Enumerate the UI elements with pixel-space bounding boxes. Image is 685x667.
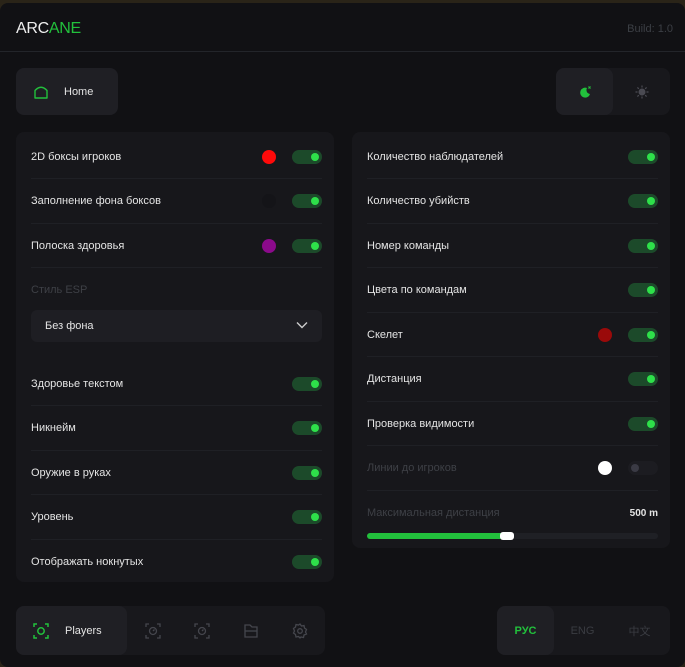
sun-icon (635, 85, 648, 98)
slider-fill (367, 533, 507, 539)
toggle-switch[interactable] (292, 194, 322, 208)
chevron-down-icon (296, 320, 308, 332)
toggle-switch[interactable] (628, 461, 658, 475)
setting-label: Полоска здоровья (31, 239, 125, 252)
gear-icon (292, 622, 308, 639)
setting-row: Полоска здоровья (31, 224, 322, 268)
language-option[interactable]: 中文 (628, 625, 651, 638)
scan-target-icon (193, 622, 210, 639)
toggle-switch[interactable] (628, 238, 658, 253)
toggle-switch[interactable] (628, 372, 658, 386)
max-distance-label: Максимальная дистанция (367, 507, 500, 519)
setting-label: Номер команды (367, 239, 450, 252)
color-picker[interactable] (262, 149, 276, 164)
setting-label: Цвета по командам (367, 284, 467, 296)
toggle-switch[interactable] (292, 510, 322, 524)
toggle-switch[interactable] (628, 283, 658, 297)
player-scan-icon (33, 622, 49, 639)
slider-handle[interactable] (499, 532, 514, 540)
dark-theme-button[interactable] (556, 68, 613, 115)
setting-row: Отображать нокнутых (31, 540, 322, 584)
setting-label: Количество наблюдателей (367, 150, 504, 163)
max-distance-value: 500 m (629, 507, 658, 519)
color-picker[interactable] (598, 461, 612, 475)
setting-label: 2D боксы игроков (31, 150, 122, 163)
toggle-switch[interactable] (292, 376, 322, 391)
nav-tab-players[interactable]: Players (16, 606, 127, 655)
setting-row: Цвета по командам (367, 269, 658, 313)
nav-tab-scan-target-2[interactable] (177, 606, 226, 655)
home-icon (34, 86, 48, 99)
setting-label: Здоровье текстом (31, 377, 124, 390)
esp-style-label: Стиль ESP (31, 284, 88, 296)
language-option[interactable]: ENG (570, 624, 595, 637)
toggle-switch[interactable] (292, 555, 322, 569)
nav-tab-gear-4[interactable] (275, 606, 324, 655)
scan-target-icon (144, 622, 161, 639)
toggle-switch[interactable] (292, 421, 322, 435)
setting-row: Проверка видимости (367, 402, 658, 446)
header: ARCANE Build: 1.0 (0, 3, 685, 52)
setting-row: Уровень (31, 496, 322, 540)
toggle-switch[interactable] (628, 149, 658, 164)
folder-icon (243, 623, 259, 639)
setting-label: Скелет (367, 328, 403, 341)
setting-label: Уровень (31, 511, 74, 523)
setting-row: Количество убийств (367, 180, 658, 224)
light-theme-button[interactable] (613, 68, 670, 115)
toggle-switch[interactable] (628, 416, 658, 431)
setting-row: 2D боксы игроков (31, 135, 322, 179)
setting-row: Здоровье текстом (31, 362, 322, 406)
setting-label: Количество убийств (367, 195, 470, 207)
moon-icon (579, 85, 591, 98)
setting-row: Дистанция (367, 358, 658, 402)
nav-tab-folder-3[interactable] (226, 606, 275, 655)
setting-row: Заполнение фона боксов (31, 180, 322, 224)
color-picker[interactable] (262, 238, 276, 253)
build-version: Build: 1.0 (627, 23, 673, 35)
setting-row: Никнейм (31, 407, 322, 451)
esp-style-label-row: Стиль ESP (31, 268, 322, 312)
setting-row: Скелет (367, 313, 658, 357)
toggle-switch[interactable] (292, 238, 322, 253)
setting-label: Никнейм (31, 422, 76, 434)
setting-label: Отображать нокнутых (31, 556, 144, 568)
app-window: ARCANE Build: 1.0 Home 2D боксы игроков З… (0, 3, 685, 667)
toggle-switch[interactable] (292, 465, 322, 480)
toggle-switch[interactable] (628, 327, 658, 342)
setting-row: Номер команды (367, 224, 658, 268)
setting-row: Количество наблюдателей (367, 135, 658, 179)
nav-tab-label: Players (65, 624, 102, 637)
toggle-switch[interactable] (292, 149, 322, 164)
esp-style-dropdown[interactable]: Без фона (31, 310, 322, 342)
nav-tab-scan-target-1[interactable] (128, 606, 177, 655)
logo: ARCANE (16, 20, 81, 37)
left-settings-panel: 2D боксы игроков Заполнение фона боксов По… (16, 132, 334, 582)
setting-label: Проверка видимости (367, 417, 475, 430)
max-distance-slider[interactable] (367, 532, 658, 540)
home-button[interactable]: Home (16, 68, 118, 115)
toggle-switch[interactable] (628, 194, 658, 208)
max-distance-row: Максимальная дистанция 500 m (367, 491, 658, 535)
right-settings-panel: Количество наблюдателей Количество убийст… (352, 132, 670, 548)
bottom-nav: Players (16, 606, 325, 655)
theme-switch (556, 68, 670, 115)
language-switch: РУС ENG 中文 (497, 606, 670, 655)
setting-row: Линии до игроков (367, 447, 658, 491)
setting-label: Дистанция (367, 373, 422, 385)
color-picker[interactable] (598, 327, 612, 342)
setting-label: Заполнение фона боксов (31, 195, 161, 207)
language-option[interactable]: РУС (497, 606, 554, 655)
color-picker[interactable] (262, 194, 276, 208)
setting-row: Оружие в руках (31, 451, 322, 495)
dropdown-value: Без фона (45, 320, 94, 332)
setting-label: Оружие в руках (31, 466, 111, 479)
setting-label: Линии до игроков (367, 462, 457, 474)
